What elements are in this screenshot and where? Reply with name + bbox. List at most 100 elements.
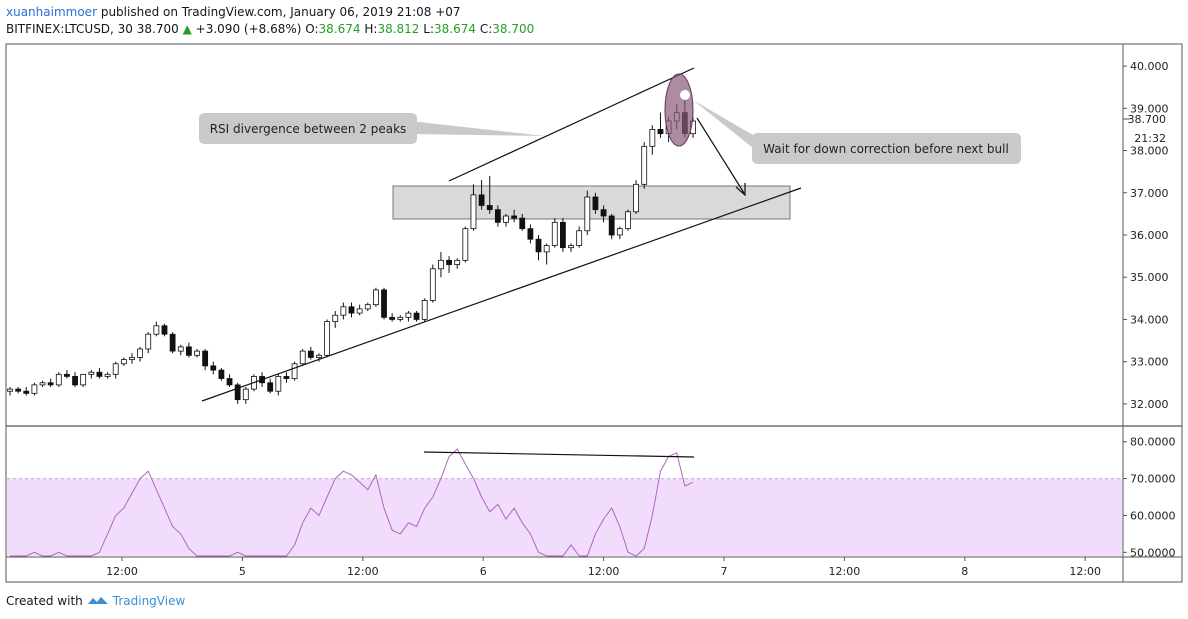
peak-highlight	[664, 73, 694, 147]
candle-body	[324, 321, 331, 356]
candle-body	[519, 217, 526, 230]
time-tick-label: 6	[480, 565, 487, 578]
candle-body	[364, 304, 371, 310]
up-arrow-icon: ▲	[182, 22, 192, 36]
publish-line: xuanhaimmoer published on TradingView.co…	[6, 5, 461, 19]
author-link[interactable]: xuanhaimmoer	[6, 5, 97, 19]
candle-body	[625, 211, 631, 230]
time-tick-label: 12:00	[106, 565, 138, 578]
candle-body	[120, 359, 127, 365]
candle-body	[7, 388, 13, 392]
wait-note-text: Wait for down correction before next bul…	[763, 142, 1009, 156]
candle-body	[96, 371, 103, 377]
candle-body	[389, 316, 396, 320]
time-tick-label: 12:00	[347, 565, 379, 578]
candle-body	[47, 382, 54, 386]
resistance-zone	[392, 185, 791, 220]
countdown: 21:32	[1134, 132, 1166, 145]
time-tick-label: 12:00	[588, 565, 620, 578]
candle-body	[72, 376, 78, 386]
candle-body	[657, 129, 664, 135]
footer: Created with TradingView	[6, 594, 185, 608]
candle-body	[267, 382, 274, 392]
candle-body	[88, 371, 95, 375]
symbol-label: BITFINEX:LTCUSD, 30	[6, 22, 133, 36]
rsi-tick-label: 80.0000	[1130, 436, 1176, 449]
price-tag: 38.700	[1128, 113, 1167, 126]
candle-body	[560, 221, 566, 249]
price-axis: 40.000 39.000 38.000 37.000 36.000 35.000 34.0…	[1123, 60, 1169, 411]
low-label: L:	[423, 22, 435, 36]
created-with: Created with	[6, 594, 83, 608]
candle-body	[641, 145, 648, 185]
wait-note-box	[752, 133, 1021, 164]
candle-body	[633, 183, 639, 213]
candle-body	[283, 376, 290, 379]
candle-body	[494, 209, 501, 223]
candle-body	[194, 350, 200, 356]
candle-body	[299, 350, 306, 365]
candle-body	[608, 215, 615, 236]
candle-body	[413, 312, 420, 320]
ohlc-legend: BITFINEX:LTCUSD, 30 38.700 ▲ +3.090 (+8.…	[6, 22, 534, 36]
candle-body	[161, 325, 168, 335]
candle-body	[137, 348, 143, 358]
upper-trendline	[448, 67, 695, 182]
candle-body	[31, 384, 38, 394]
rsi-band	[7, 478, 1122, 556]
price-tick-label: 32.000	[1130, 398, 1169, 411]
chart-frame	[5, 43, 1183, 583]
candle-body	[421, 300, 428, 320]
open-value: 38.674	[318, 22, 361, 36]
candle-body	[438, 259, 444, 270]
rsi-axis: 80.0000 70.0000 60.0000 50.0000	[1123, 436, 1176, 559]
candle-body	[145, 333, 152, 350]
rsi-note-box	[199, 113, 417, 144]
time-tick-label: 12:00	[1069, 565, 1101, 578]
candle-body	[397, 316, 404, 320]
rsi-tick-label: 70.0000	[1130, 473, 1176, 486]
peak-marker-icon	[680, 90, 690, 100]
candle-body	[372, 289, 379, 306]
rsi-note-text: RSI divergence between 2 peaks	[210, 122, 407, 136]
candle-body	[551, 221, 558, 246]
candle-body	[80, 373, 87, 386]
close-value: 38.700	[492, 22, 535, 36]
lower-trendline	[201, 187, 802, 402]
wait-note-pointer	[693, 100, 758, 152]
high-value: 38.812	[377, 22, 420, 36]
candle-body	[316, 354, 322, 358]
candle-body	[470, 194, 477, 230]
candle-body	[234, 384, 241, 401]
candle-body	[307, 350, 314, 358]
published-text: published on TradingView.com, January 06…	[100, 5, 461, 19]
candle-body	[616, 228, 623, 236]
last-price: 38.700	[136, 22, 179, 36]
candle-body	[348, 306, 355, 314]
candle-body	[649, 129, 656, 147]
high-label: H:	[364, 22, 378, 36]
price-tick-label: 35.000	[1130, 271, 1169, 284]
candle-body	[64, 373, 70, 377]
candle-body	[242, 388, 249, 401]
price-tick-label: 34.000	[1130, 313, 1169, 326]
candle-body	[584, 196, 591, 232]
rsi-line	[10, 448, 694, 557]
time-tick-label: 7	[721, 565, 728, 578]
candle-body	[55, 373, 62, 386]
candle-body	[446, 259, 452, 265]
rsi-tick-label: 50.0000	[1130, 546, 1176, 559]
tradingview-logo-icon	[87, 597, 108, 604]
tradingview-link[interactable]: TradingView	[112, 594, 186, 608]
candle-body	[568, 245, 574, 249]
candle-body	[462, 228, 469, 261]
candle-body	[153, 325, 160, 335]
candle-body	[405, 312, 412, 318]
candle-body	[486, 205, 493, 211]
candle-body	[15, 388, 22, 392]
close-label: C:	[479, 22, 493, 36]
candle-body	[381, 289, 387, 318]
candle-body	[478, 194, 485, 206]
candle-body	[600, 209, 607, 217]
